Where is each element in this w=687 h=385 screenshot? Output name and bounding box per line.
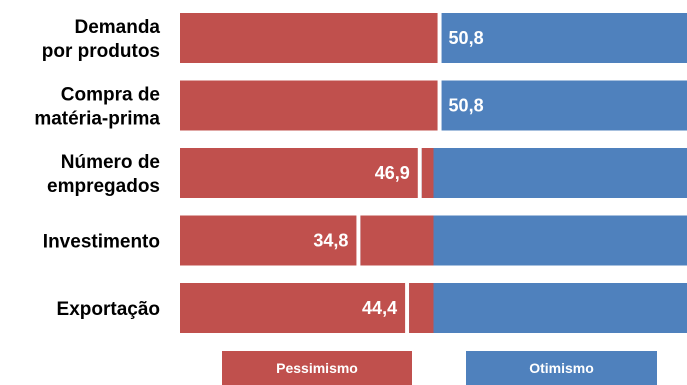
bar-pessimism-5 <box>180 283 406 333</box>
bar-optimism-3 <box>421 148 687 198</box>
category-label-2-line-2: matéria-prima <box>34 109 160 130</box>
category-label-5-line-1: Exportação <box>57 299 160 320</box>
category-label-4-line-1: Investimento <box>43 232 160 253</box>
labels-group: 50,8 Demanda por produtos 50,8 Compra de maté… <box>34 17 483 320</box>
value-label-1: 50,8 <box>449 28 484 48</box>
legend-label-pessimismo: Pessimismo <box>276 360 358 376</box>
bar-optimism-2 <box>441 80 687 131</box>
bar-pessimism-fill-4 <box>360 215 434 266</box>
bar-optimism-1 <box>441 13 687 63</box>
value-label-3: 46,9 <box>375 163 410 183</box>
value-label-2: 50,8 <box>449 96 484 116</box>
legend-swatch-otimismo <box>466 351 657 385</box>
bar-optimism-5 <box>409 283 687 333</box>
category-label-2: Compra de matéria-prima <box>34 85 160 130</box>
legend-label-otimismo: Otimismo <box>529 360 594 376</box>
category-label-1-line-1: Demanda <box>74 17 160 38</box>
bar-pessimism-fill-5 <box>409 283 434 333</box>
bar-pessimism-1 <box>180 13 438 63</box>
bar-pessimism-4 <box>180 215 357 266</box>
bars-group <box>180 13 687 333</box>
value-label-4: 34,8 <box>313 231 348 251</box>
value-label-5: 44,4 <box>362 298 397 318</box>
category-label-4: Investimento <box>43 232 160 253</box>
category-label-1: Demanda por produtos <box>42 17 161 62</box>
category-label-1-line-2: por produtos <box>42 41 160 62</box>
legend: Pessimismo Otimismo <box>222 351 657 385</box>
category-label-3-line-2: empregados <box>47 176 160 197</box>
category-label-5: Exportação <box>57 299 160 320</box>
legend-swatch-pessimismo <box>222 351 412 385</box>
category-label-2-line-1: Compra de <box>61 85 160 106</box>
category-label-3-line-1: Número de <box>61 152 160 173</box>
bar-pessimism-3 <box>180 148 418 198</box>
bar-pessimism-2 <box>180 80 438 131</box>
bar-pessimism-fill-3 <box>421 148 434 198</box>
category-label-3: Número de empregados <box>47 152 160 197</box>
